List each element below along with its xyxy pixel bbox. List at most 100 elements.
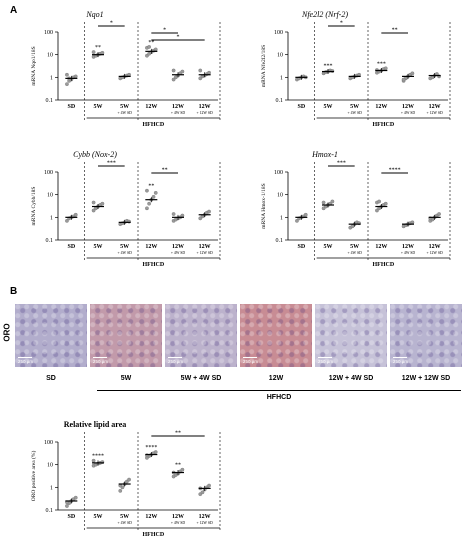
data-point	[303, 212, 308, 217]
data-point	[180, 69, 185, 74]
x-tick-label: 12W	[402, 244, 414, 250]
scale-bar-label: 250 µm	[318, 359, 334, 364]
data-point	[410, 220, 415, 225]
scale-bar-line	[168, 357, 182, 358]
y-tick-label: 10	[277, 193, 283, 199]
micrograph-5: 250 µm	[390, 304, 462, 367]
data-point	[127, 477, 131, 482]
y-tick-label: 0.1	[46, 238, 54, 244]
x-tick-sublabel: + 4W SD	[348, 251, 363, 255]
y-tick-label: 1	[50, 75, 53, 81]
data-point	[171, 77, 176, 82]
scale-bar-label: 250 µm	[393, 359, 409, 364]
x-tick-label: 12W	[429, 104, 441, 110]
data-point	[171, 68, 176, 73]
y-tick-label: 10	[47, 53, 53, 59]
data-point	[437, 212, 441, 216]
significance-star: ***	[377, 61, 386, 67]
x-tick-sublabel: + 4W SD	[171, 521, 186, 525]
scale-bar-label: 250 µm	[168, 359, 184, 364]
chart-title: Cybb (Nox-2)	[73, 150, 117, 159]
x-tick-sublabel: + 12W SD	[427, 111, 443, 115]
significance-star: **	[148, 40, 154, 46]
data-point	[65, 72, 69, 77]
data-point	[65, 504, 69, 508]
micrograph-2: 250 µm	[165, 304, 237, 367]
x-tick-label: 12W	[145, 244, 157, 250]
significance-star: ***	[324, 64, 333, 70]
data-point	[65, 82, 69, 87]
micrograph-3: 250 µm	[240, 304, 312, 367]
chart-title: Nfe2l2 (Nrf-2)	[301, 10, 348, 19]
data-point	[180, 213, 185, 218]
lipid-area-chart: Relative lipid area ORO positive area (%)…	[30, 420, 221, 538]
bracket-label: *	[177, 35, 180, 41]
bracket-label: *	[163, 28, 166, 34]
y-tick-label: 1	[280, 215, 283, 221]
data-point	[180, 467, 185, 472]
data-point	[91, 208, 96, 213]
scale-bar-line	[243, 357, 257, 358]
group-label: HFHCD	[372, 122, 394, 128]
significance-star: **	[148, 184, 154, 190]
x-tick-sublabel: + 4W SD	[348, 111, 363, 115]
x-tick-label: 12W	[375, 104, 387, 110]
data-point	[91, 50, 96, 54]
data-point	[100, 51, 105, 55]
y-tick-label: 100	[274, 170, 283, 176]
y-axis-label: ORO positive area (%)	[30, 451, 37, 502]
x-tick-label: 12W	[402, 104, 414, 110]
y-tick-label: 10	[47, 463, 53, 469]
x-tick-label: 5W	[120, 244, 129, 250]
x-tick-label: SD	[67, 514, 75, 520]
chart-title: Nqo1	[85, 10, 103, 19]
x-tick-label: 12W	[199, 104, 211, 110]
micrograph-4: 250 µm	[315, 304, 387, 367]
x-tick-sublabel: + 4W SD	[118, 521, 133, 525]
data-point	[73, 495, 78, 500]
micrograph-label: 12W	[268, 375, 284, 382]
chart-title: Relative lipid area	[64, 420, 127, 429]
x-tick-label: SD	[297, 244, 305, 250]
y-tick-label: 0.1	[46, 508, 54, 514]
x-tick-sublabel: + 4W SD	[171, 111, 186, 115]
bracket-label: **	[392, 28, 398, 34]
x-tick-label: 5W	[120, 514, 129, 520]
x-tick-label: SD	[67, 244, 75, 250]
data-point	[171, 212, 176, 216]
scale-bar-line	[18, 357, 32, 358]
scale-bar-label: 250 µm	[18, 359, 34, 364]
x-tick-label: 5W	[120, 104, 129, 110]
data-point	[91, 200, 96, 205]
x-tick-label: 5W	[350, 244, 359, 250]
x-tick-label: 5W	[324, 244, 333, 250]
data-point	[330, 199, 335, 204]
scale-bar-label: 250 µm	[243, 359, 259, 364]
micrograph-label: SD	[46, 375, 56, 382]
y-tick-label: 1	[50, 215, 53, 221]
data-point	[375, 208, 379, 213]
micrograph-label: 5W	[120, 375, 132, 382]
group-label: HFHCD	[142, 122, 164, 128]
data-point	[147, 201, 151, 206]
data-point	[147, 45, 151, 49]
data-point	[207, 483, 211, 488]
x-tick-label: 12W	[172, 104, 184, 110]
y-axis-label: mRNA Hmox-1/18S	[261, 183, 267, 228]
y-tick-label: 10	[277, 53, 283, 59]
data-point	[153, 47, 158, 52]
x-tick-sublabel: + 12W SD	[197, 521, 213, 525]
micrograph-0: 250 µm	[15, 304, 87, 367]
y-tick-label: 0.1	[276, 98, 284, 104]
x-tick-sublabel: + 12W SD	[197, 111, 213, 115]
group-label: HFHCD	[372, 262, 394, 268]
y-tick-label: 1	[50, 485, 53, 491]
significance-star: ****	[92, 454, 104, 460]
x-tick-sublabel: + 12W SD	[197, 251, 213, 255]
bracket-label: ***	[337, 161, 346, 167]
x-tick-label: 5W	[350, 104, 359, 110]
significance-star: **	[175, 463, 181, 469]
data-point	[198, 68, 203, 73]
data-point	[151, 195, 156, 199]
